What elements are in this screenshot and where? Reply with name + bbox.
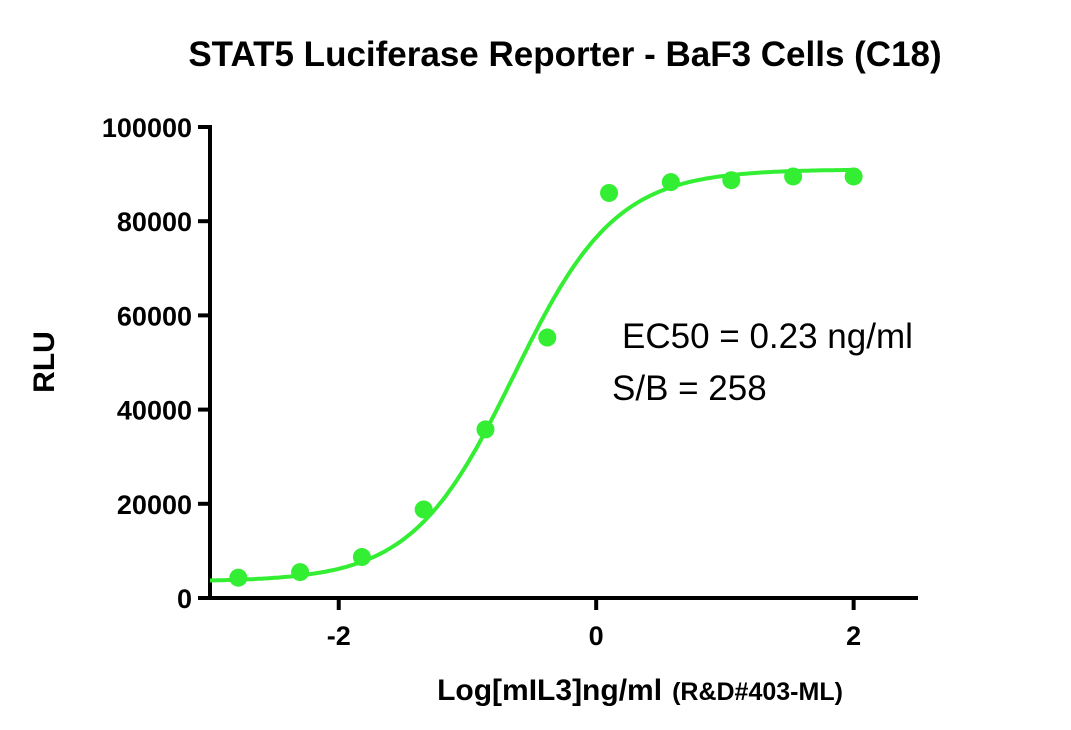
x-tick-label: -2 — [327, 621, 351, 651]
y-axis-ticks: 0 20000 40000 60000 80000 100000 — [102, 113, 210, 614]
data-point — [476, 420, 495, 439]
data-point — [291, 563, 310, 582]
x-axis-label: Log[mIL3]ng/ml (R&D#403-ML) — [437, 674, 843, 707]
data-point — [414, 500, 433, 519]
data-point — [661, 173, 680, 192]
data-points — [229, 167, 863, 587]
y-tick-label: 20000 — [117, 490, 192, 520]
data-point — [784, 167, 803, 186]
y-tick-label: 80000 — [117, 207, 192, 237]
ec50-annotation: EC50 = 0.23 ng/ml — [622, 317, 913, 356]
y-tick-label: 100000 — [102, 113, 192, 143]
x-axis-label-note: (R&D#403-ML) — [672, 678, 843, 706]
x-axis-label-main: Log[mIL3]ng/ml — [437, 674, 662, 707]
x-tick-label: 2 — [846, 621, 861, 651]
data-point — [600, 183, 619, 202]
y-tick-label: 40000 — [117, 396, 192, 426]
y-tick-label: 60000 — [117, 301, 192, 331]
chart-title: STAT5 Luciferase Reporter - BaF3 Cells (… — [188, 35, 941, 74]
data-point — [229, 568, 248, 587]
y-tick-label: 0 — [177, 584, 192, 614]
data-point — [722, 171, 741, 190]
y-axis-label: RLU — [28, 331, 61, 393]
data-point — [352, 548, 371, 567]
data-point — [538, 328, 557, 347]
fit-curve — [209, 167, 854, 583]
sb-annotation: S/B = 258 — [612, 369, 767, 408]
x-axis-ticks: -2 0 2 — [327, 598, 861, 651]
x-tick-label: 0 — [589, 621, 604, 651]
data-point — [844, 167, 863, 186]
